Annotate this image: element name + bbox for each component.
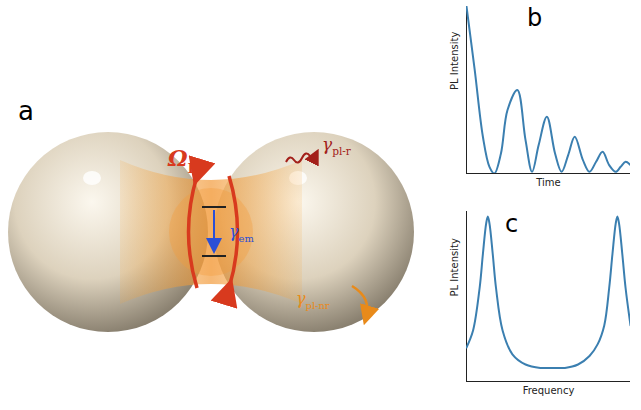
svg-text:Frequency: Frequency — [523, 385, 575, 396]
svg-text:γem: γem — [229, 222, 254, 244]
svg-text:ΩR: ΩR — [167, 145, 200, 176]
svg-text:PL Intensity: PL Intensity — [449, 238, 460, 296]
svg-text:γpl-r: γpl-r — [322, 134, 352, 157]
svg-text:γpl-nr: γpl-nr — [296, 289, 330, 311]
html-text:b: b — [527, 4, 543, 32]
svg-text:Time: Time — [535, 177, 560, 188]
svg-text:a: a — [18, 96, 34, 126]
svg-text:PL Intensity: PL Intensity — [449, 32, 460, 90]
html-text:c: c — [505, 210, 519, 238]
